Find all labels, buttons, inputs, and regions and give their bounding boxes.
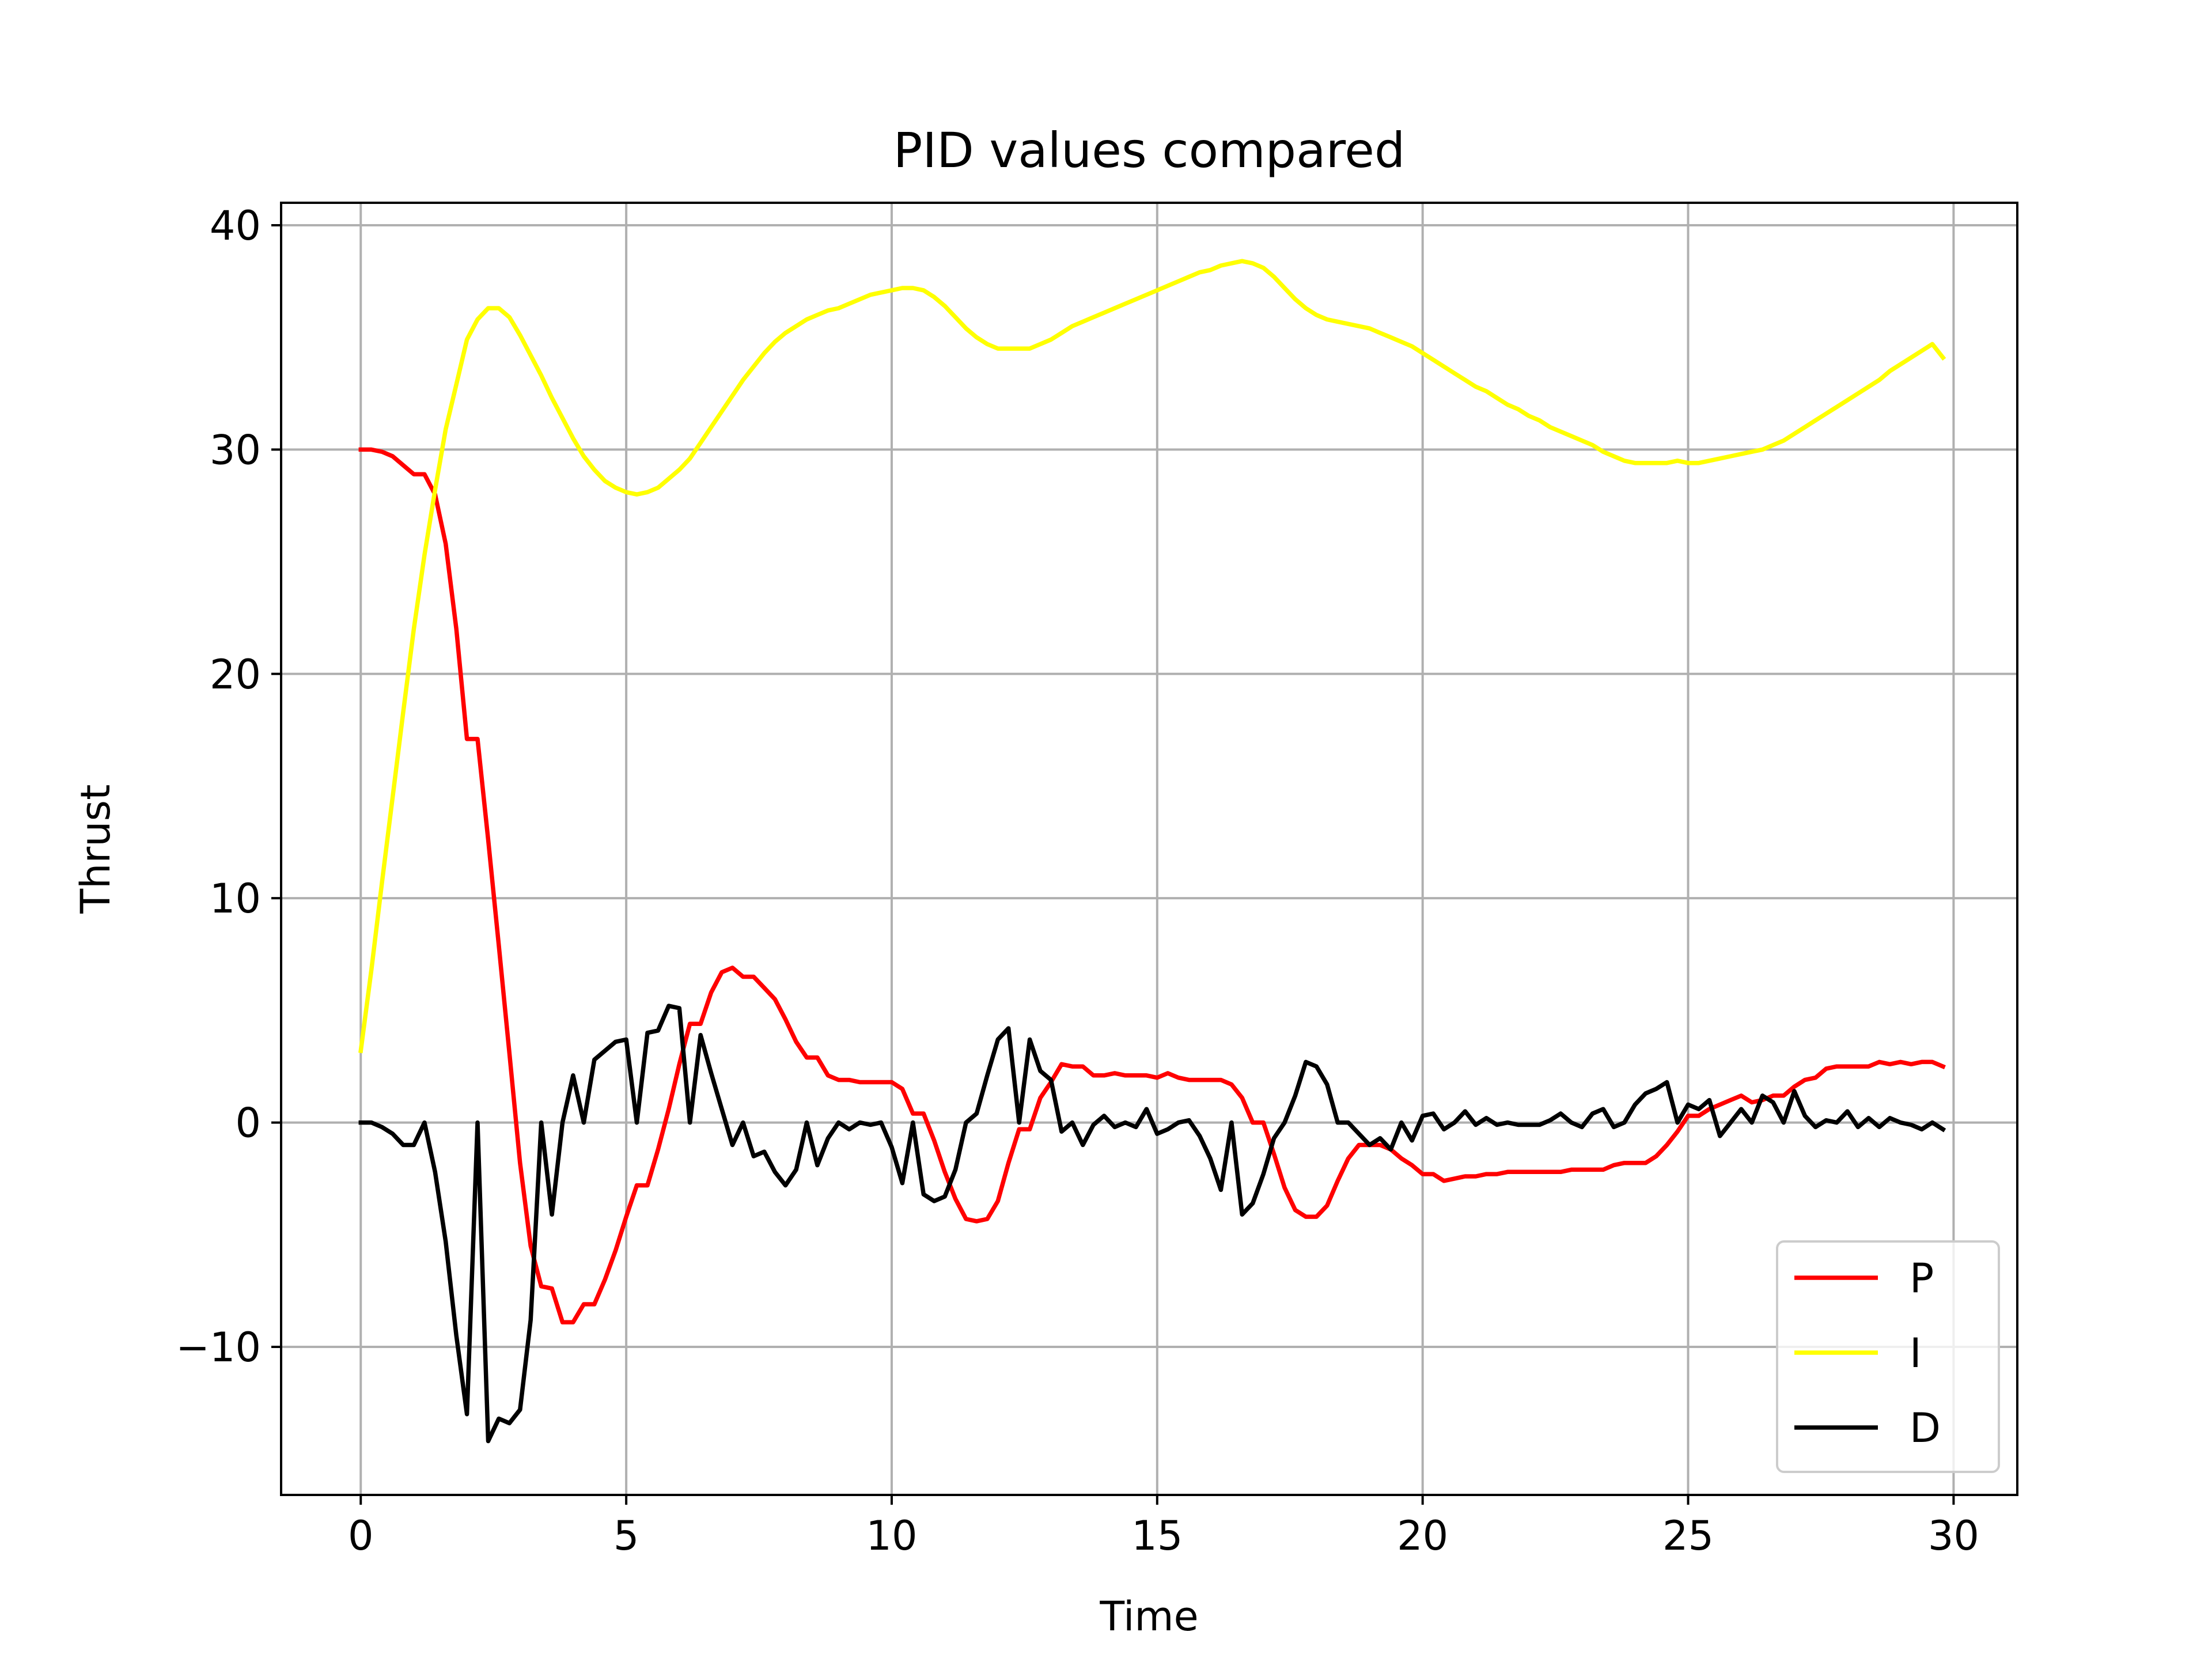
- chart-title: PID values compared: [893, 122, 1406, 179]
- y-tick-label: 30: [210, 426, 261, 474]
- series-line-p: [358, 447, 1946, 1324]
- series-line-i: [358, 259, 1946, 1054]
- x-tick-label: 30: [1928, 1512, 1979, 1559]
- x-tick-label: 0: [348, 1512, 374, 1559]
- y-tick-label: 0: [235, 1100, 261, 1147]
- y-tick-label: −10: [176, 1324, 261, 1371]
- x-tick-label: 15: [1131, 1512, 1183, 1559]
- x-axis-label: Time: [1099, 1593, 1198, 1640]
- x-tick-label: 10: [866, 1512, 917, 1559]
- plot-lines: [358, 259, 1946, 1444]
- y-tick-label: 20: [210, 651, 261, 698]
- y-tick-label: 10: [210, 875, 261, 922]
- legend-label-p: P: [1910, 1255, 1934, 1302]
- x-tick-label: 20: [1397, 1512, 1448, 1559]
- y-tick-label: 40: [210, 202, 261, 249]
- legend-label-d: D: [1910, 1404, 1941, 1452]
- x-tick-label: 25: [1662, 1512, 1714, 1559]
- legend: PID: [1776, 1240, 2000, 1473]
- legend-label-i: I: [1910, 1330, 1922, 1377]
- grid: [281, 203, 2017, 1495]
- legend-box: [1776, 1240, 2000, 1473]
- axis-ticks: 0 5 10 15 20 25 30 −10 0 10 20 30 40: [176, 202, 1979, 1559]
- x-tick-label: 5: [613, 1512, 639, 1559]
- plot-frame: [280, 202, 2018, 1496]
- y-axis-label: Thrust: [72, 784, 119, 914]
- series-line-d: [358, 1004, 1946, 1444]
